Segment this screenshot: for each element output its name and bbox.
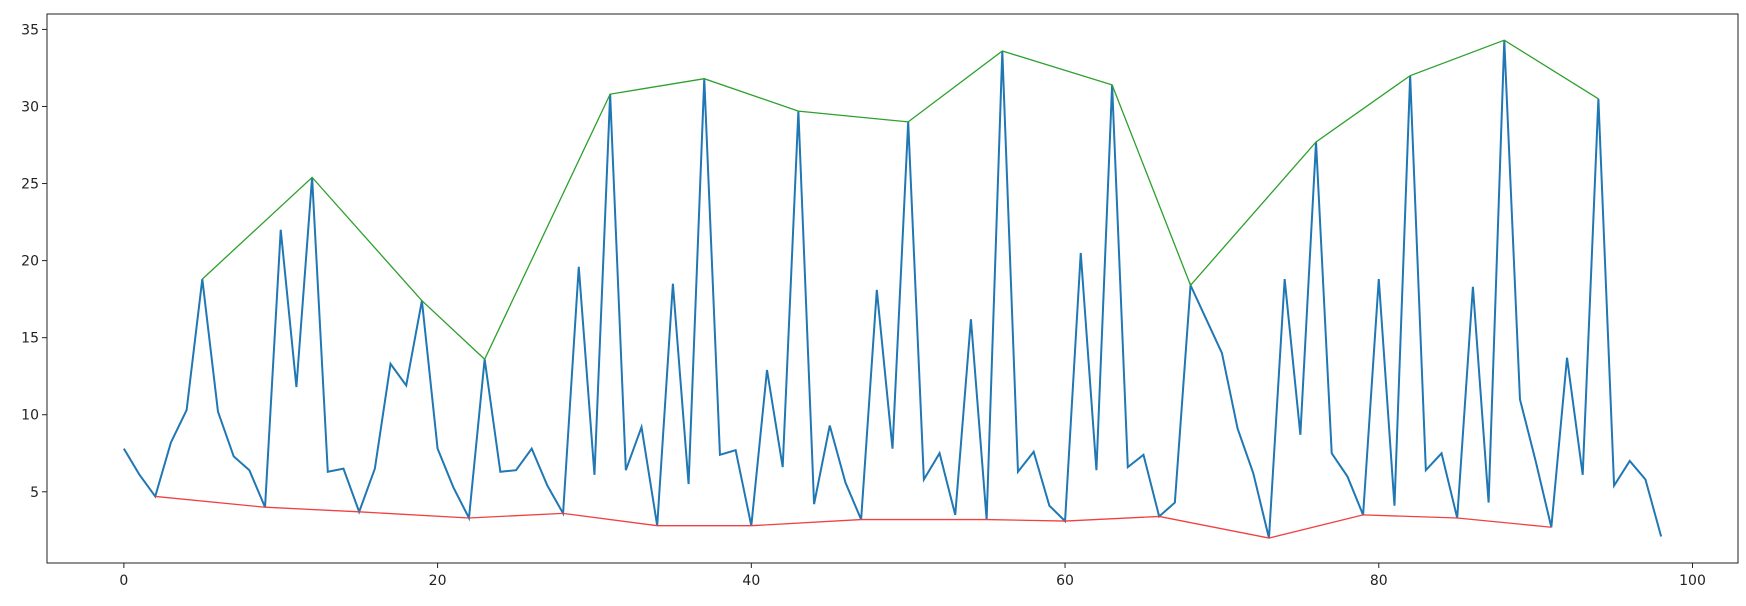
y-tick-label: 30 [21, 99, 39, 115]
x-tick-label: 100 [1679, 573, 1706, 589]
line [123, 40, 1663, 539]
y-tick-label: 25 [21, 177, 39, 193]
x-tick-label: 20 [429, 573, 447, 589]
x-tick-label: 80 [1370, 573, 1388, 589]
y-tick-label: 10 [21, 408, 39, 424]
line [201, 39, 1599, 361]
x-tick-label: 40 [742, 573, 760, 589]
x-tick-label: 60 [1056, 573, 1074, 589]
y-tick-label: 15 [21, 331, 39, 347]
x-tick-label: 0 [119, 573, 128, 589]
y-tick-label: 35 [21, 22, 39, 38]
y-tick-label: 5 [30, 485, 39, 501]
plot-frame [46, 13, 1739, 564]
y-tick-label: 20 [21, 254, 39, 270]
line [155, 495, 1552, 539]
